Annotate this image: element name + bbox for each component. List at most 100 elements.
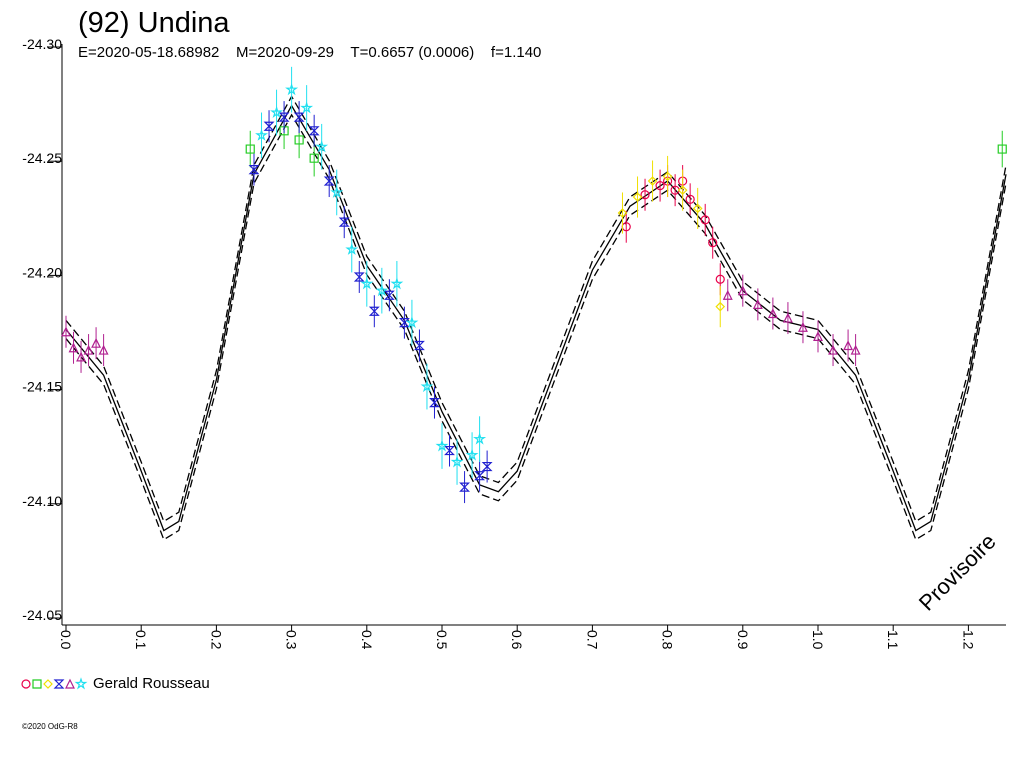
y-tick-label: -24.25 (22, 150, 62, 166)
data-point (368, 306, 380, 316)
data-point (255, 128, 269, 141)
data-point (997, 144, 1007, 154)
y-tick-label: -24.05 (22, 607, 62, 623)
model-curve (65, 113, 1007, 541)
data-point (828, 344, 839, 355)
data-point (279, 126, 289, 136)
x-tick-label: 1.2 (960, 630, 976, 650)
data-point (315, 140, 329, 153)
data-point (76, 351, 87, 362)
legend-marker (32, 679, 42, 689)
y-tick-label: -24.10 (22, 493, 62, 509)
data-point (647, 176, 658, 186)
data-point (429, 397, 440, 408)
data-point (360, 277, 374, 290)
data-point (74, 677, 88, 690)
data-point (91, 337, 102, 348)
data-point (843, 340, 854, 351)
data-point (383, 290, 395, 300)
footer: ©2020 OdG-R8 (22, 722, 78, 731)
data-point (398, 318, 410, 328)
x-tick-label: 0.6 (509, 630, 525, 650)
x-tick-label: 0.5 (434, 630, 450, 650)
data-point (474, 471, 486, 481)
x-tick-label: 1.0 (810, 630, 826, 650)
legend-marker (65, 678, 75, 689)
data-point (850, 344, 861, 355)
data-point (309, 153, 319, 163)
data-point (345, 242, 359, 255)
data-point (737, 285, 748, 296)
data-point (248, 165, 260, 175)
chart-title: (92) Undina (78, 7, 230, 39)
data-point (390, 276, 404, 290)
data-point (692, 203, 703, 214)
data-point (450, 455, 464, 468)
data-point (715, 301, 726, 312)
data-point (435, 439, 449, 452)
data-point (700, 215, 710, 225)
chart-subtitle: E=2020-05-18.68982 M=2020-09-29 T=0.6657… (78, 44, 541, 61)
data-point (65, 678, 75, 689)
y-tick-label: -24.15 (22, 379, 62, 395)
data-point (245, 144, 255, 154)
data-point (294, 135, 304, 145)
data-point (481, 461, 493, 472)
x-tick-label: 0.0 (58, 630, 74, 650)
data-point (617, 208, 628, 218)
x-tick-label: 0.3 (284, 630, 300, 650)
x-tick-label: 0.1 (133, 630, 149, 650)
model-curve (65, 95, 1007, 523)
data-point (83, 344, 94, 355)
x-tick-label: 0.7 (584, 630, 600, 650)
x-tick-label: 1.1 (885, 630, 901, 650)
model-curve (65, 104, 1007, 532)
data-point (330, 185, 344, 198)
data-point (782, 312, 793, 323)
data-point (263, 121, 275, 131)
data-point (353, 272, 365, 282)
data-point (662, 171, 673, 182)
y-tick-label: -24.30 (22, 36, 62, 52)
data-point (375, 283, 389, 297)
data-point (685, 194, 695, 204)
data-point (293, 112, 305, 122)
data-point (752, 299, 763, 309)
x-tick-label: 0.9 (735, 630, 751, 650)
data-point (767, 308, 778, 319)
data-point (278, 112, 290, 122)
data-point (405, 315, 419, 329)
data-point (459, 482, 471, 492)
data-point (300, 101, 314, 114)
data-point (61, 326, 71, 337)
data-point (270, 105, 283, 119)
data-point (473, 432, 487, 445)
data-point (285, 83, 299, 96)
legend-marker (21, 679, 31, 689)
data-point (465, 448, 479, 461)
data-point (338, 217, 350, 227)
data-point (632, 192, 643, 202)
data-point (444, 445, 455, 456)
legend-marker (74, 677, 88, 690)
data-point (797, 321, 808, 332)
data-point (32, 679, 42, 689)
x-tick-label: 0.8 (660, 630, 676, 650)
data-point (21, 679, 31, 689)
data-point (53, 679, 65, 689)
x-tick-label: 0.2 (208, 630, 224, 650)
x-tick-label: 0.4 (359, 630, 375, 650)
data-point (43, 679, 53, 689)
legend-marker (43, 679, 53, 689)
data-point (413, 340, 425, 351)
data-point (323, 176, 335, 186)
data-point (655, 181, 665, 191)
data-point (708, 238, 718, 248)
data-point (640, 190, 650, 200)
legend-marker (53, 679, 65, 689)
data-point (722, 289, 733, 300)
watermark: Provisoire (914, 529, 1001, 616)
y-tick-label: -24.20 (22, 264, 62, 280)
data-point (68, 342, 79, 353)
